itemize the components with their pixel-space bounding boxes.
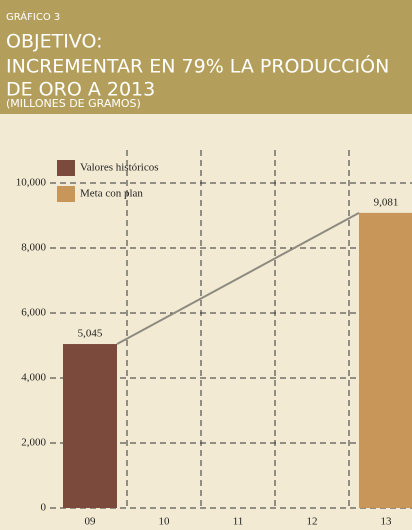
legend-label: Valores históricos bbox=[80, 162, 159, 174]
kicker: GRÁFICO 3 bbox=[6, 10, 60, 23]
title-line: OBJETIVO: bbox=[6, 31, 103, 53]
plot-background bbox=[0, 114, 412, 530]
legend-label: Meta con plan bbox=[80, 188, 143, 200]
y-tick-label: 10,000 bbox=[16, 177, 47, 189]
legend-swatch bbox=[57, 160, 75, 176]
x-tick-label: 10 bbox=[159, 516, 171, 528]
y-tick-label: 4,000 bbox=[21, 372, 46, 384]
value-label: 5,045 bbox=[78, 328, 103, 340]
subtitle: (MILLONES DE GRAMOS) bbox=[6, 97, 141, 110]
value-label: 9,081 bbox=[374, 196, 399, 208]
y-tick-label: 6,000 bbox=[21, 307, 46, 319]
bar bbox=[359, 212, 412, 508]
x-tick-label: 13 bbox=[381, 516, 393, 528]
bar bbox=[63, 344, 117, 508]
x-tick-label: 12 bbox=[307, 516, 318, 528]
x-tick-label: 09 bbox=[85, 516, 97, 528]
title-line: DE ORO A 2013 bbox=[6, 79, 155, 101]
legend-swatch bbox=[57, 186, 75, 202]
header-background bbox=[0, 0, 412, 114]
x-tick-label: 11 bbox=[233, 516, 244, 528]
y-tick-label: 8,000 bbox=[21, 242, 46, 254]
y-tick-label: 2,000 bbox=[21, 437, 46, 449]
trend-line bbox=[116, 211, 360, 345]
y-tick-label: 0 bbox=[41, 502, 47, 514]
title-line: INCREMENTAR EN 79% LA PRODUCCIÓN bbox=[6, 54, 389, 78]
